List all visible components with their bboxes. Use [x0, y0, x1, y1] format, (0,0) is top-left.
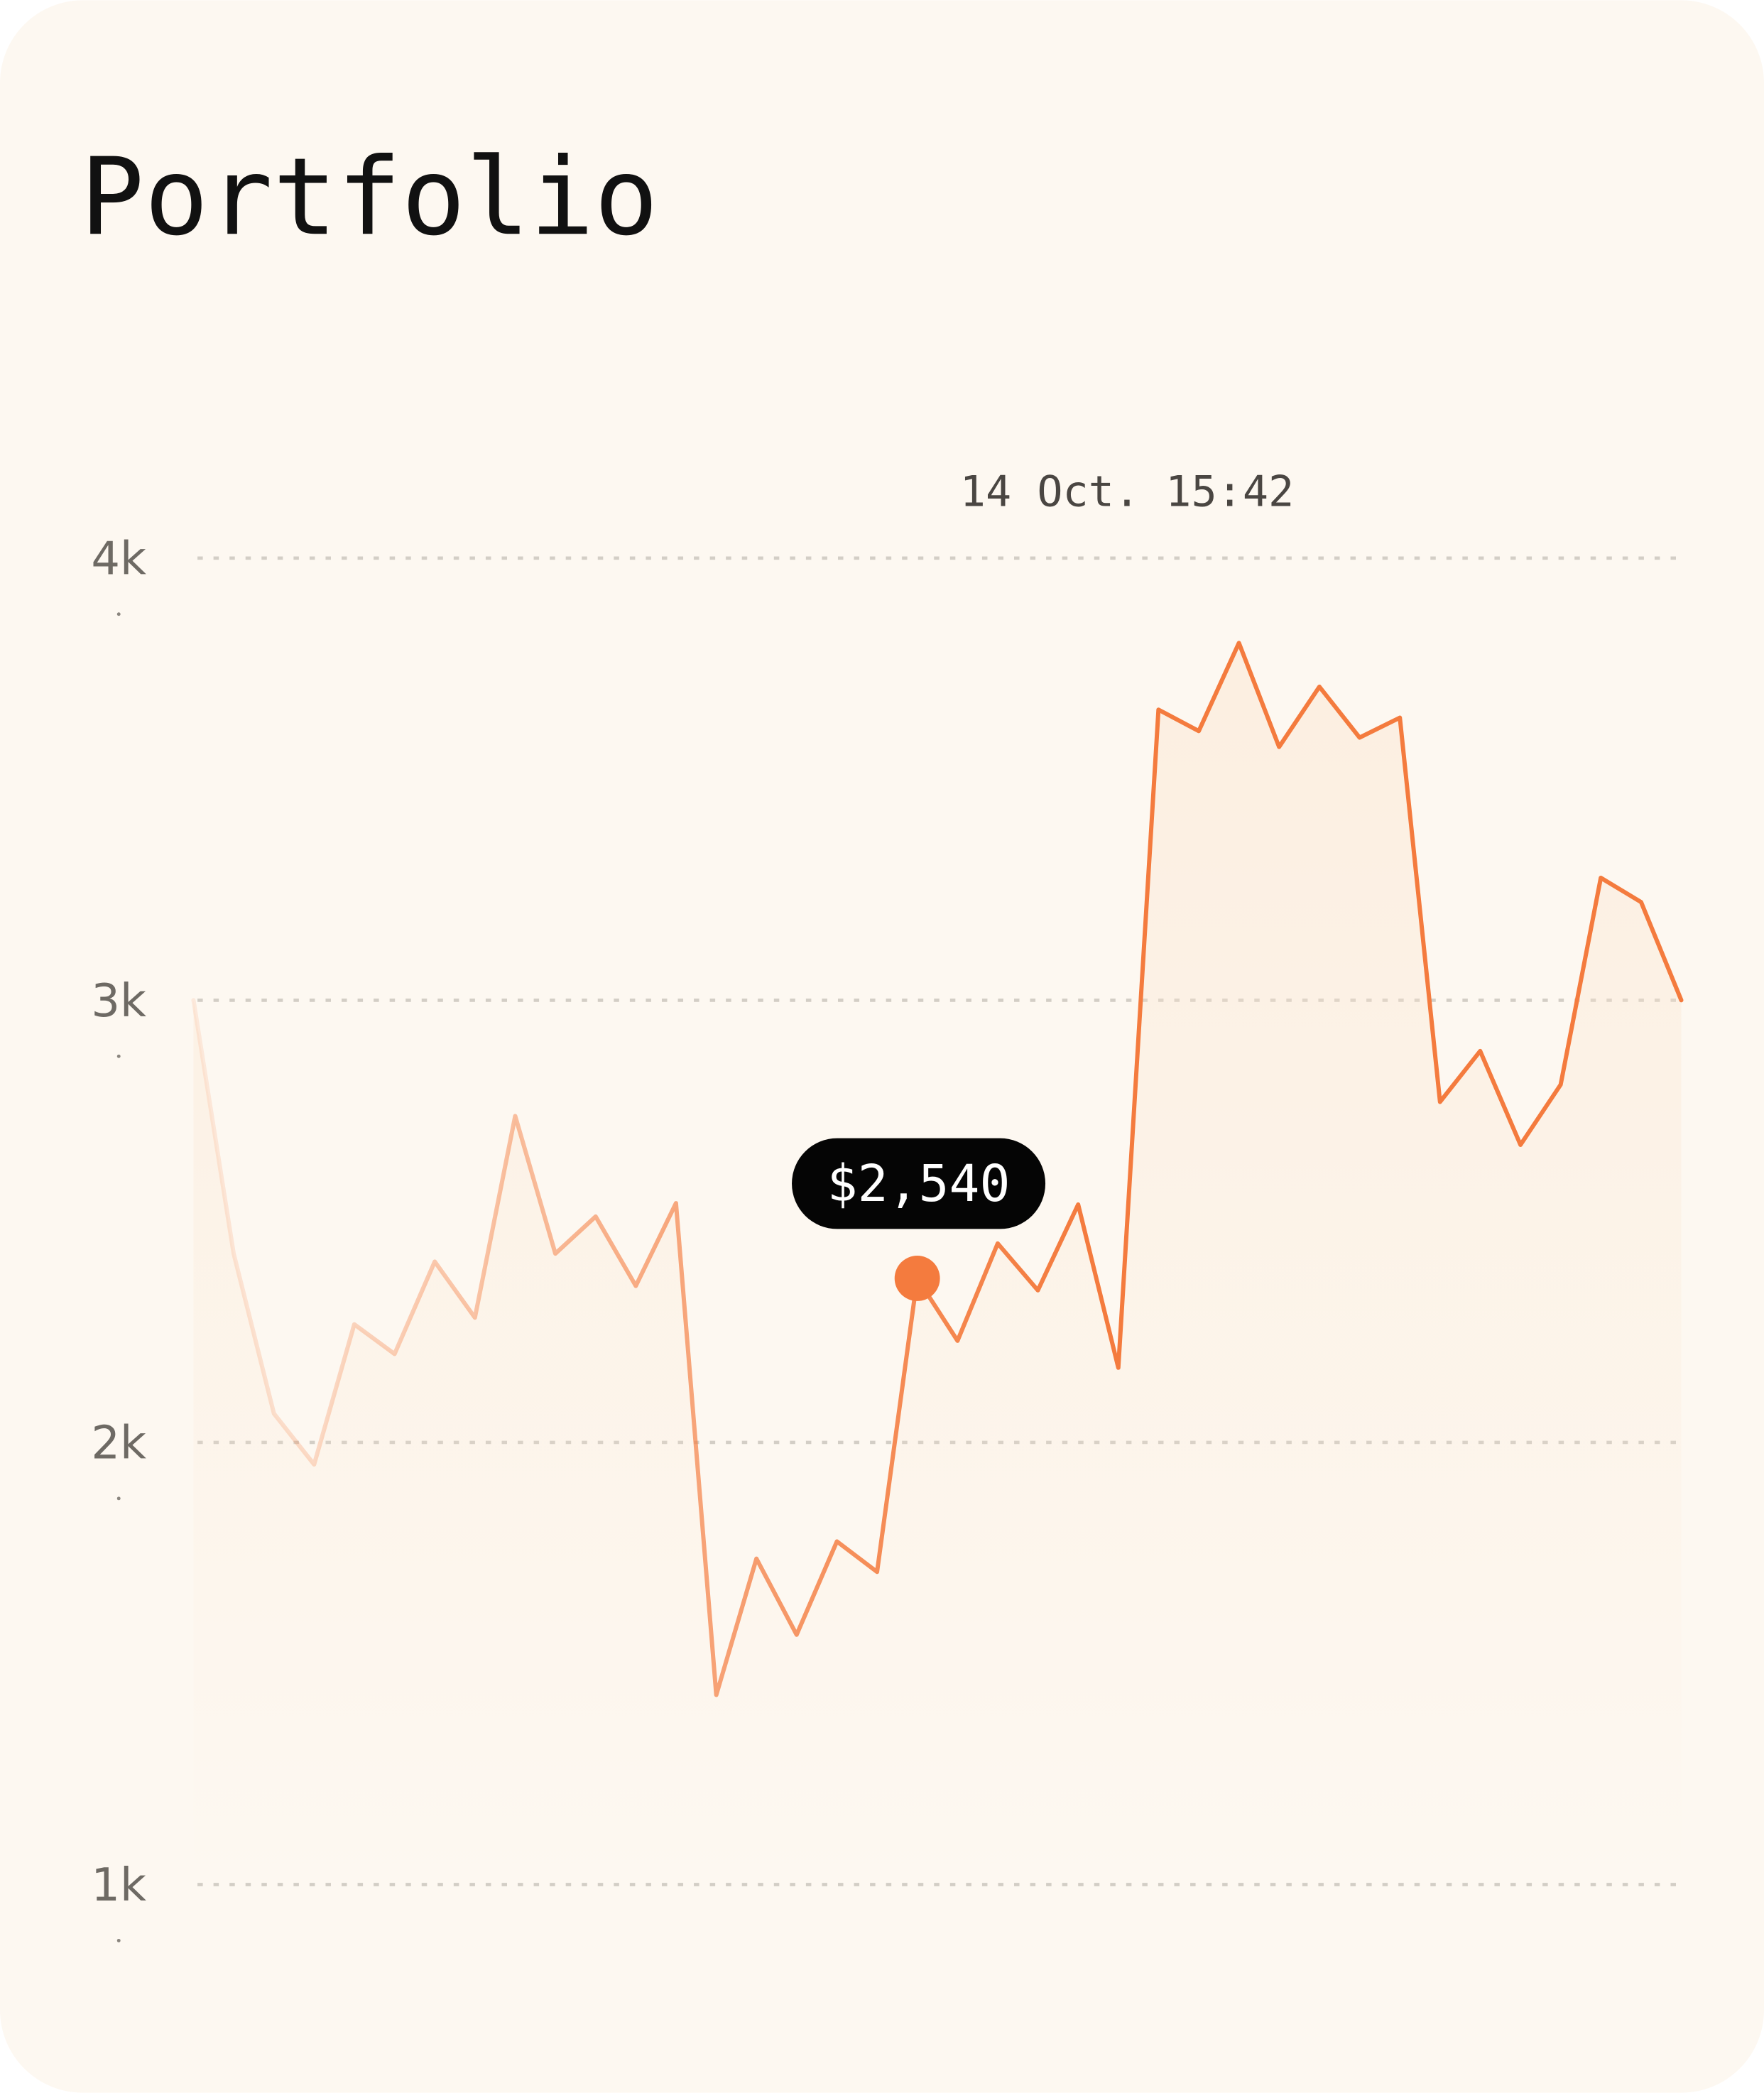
- area: [193, 643, 1682, 1885]
- tick-dot: [116, 612, 121, 616]
- chart-title: Portfolio: [80, 135, 658, 259]
- tick-dot: [116, 1054, 121, 1058]
- y-tick-label: 1k: [91, 1859, 146, 1912]
- tick-dot: [116, 1938, 121, 1942]
- tooltip-value: $2,540: [827, 1154, 1011, 1213]
- tooltip-pill: [792, 1138, 1046, 1229]
- y-tick-label: 3k: [91, 975, 146, 1028]
- y-tick-label: 4k: [91, 533, 146, 585]
- tick-dot: [116, 1496, 121, 1501]
- y-tick-label: 2k: [91, 1417, 146, 1469]
- tooltip-date: 14 Oct. 15:42: [960, 467, 1294, 517]
- highlight-point: [894, 1256, 940, 1301]
- line: [191, 641, 1684, 1697]
